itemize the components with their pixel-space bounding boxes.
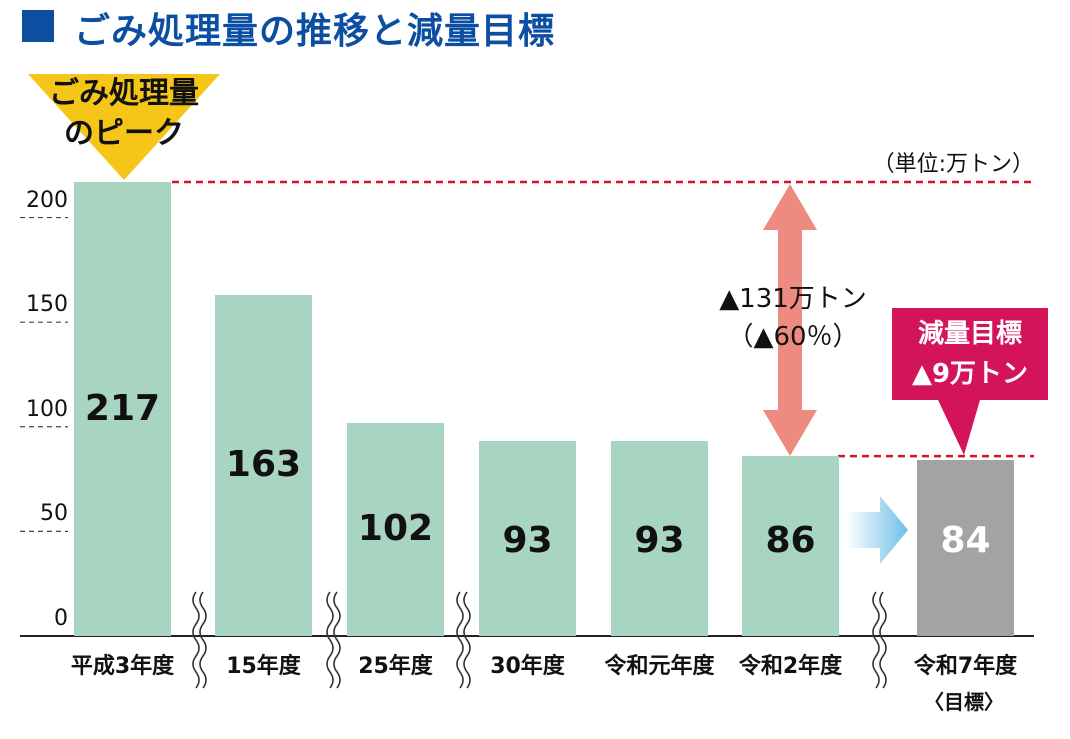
x-tick-label: 25年度 bbox=[358, 654, 433, 679]
axis-break-mark bbox=[872, 591, 880, 689]
data-bar: 102 bbox=[347, 422, 444, 636]
axis-break-mark bbox=[456, 591, 464, 689]
peak-label-line2: のピーク bbox=[64, 116, 184, 151]
y-tick-label: 150 bbox=[26, 292, 68, 318]
peak-marker-icon bbox=[28, 74, 220, 180]
x-tick-label: 平成3年度 bbox=[70, 654, 175, 679]
x-tick-label: 令和7年度 bbox=[913, 654, 1018, 679]
target-bar: 84 bbox=[917, 460, 1014, 636]
chart-title: ごみ処理量の推移と減量目標 bbox=[74, 11, 556, 52]
x-tick-label: 30年度 bbox=[490, 654, 565, 679]
data-bar: 93 bbox=[479, 441, 576, 636]
difference-label: ▲131万トン （▲60％） bbox=[700, 280, 886, 356]
y-tick-label: 50 bbox=[40, 501, 68, 527]
axis-break-mark bbox=[879, 591, 887, 689]
bar-value-label: 163 bbox=[225, 443, 302, 485]
bar-value-label: 93 bbox=[502, 519, 553, 561]
peak-label-line1: ごみ処理量 bbox=[49, 76, 199, 111]
peak-label: ごみ処理量 のピーク bbox=[28, 74, 220, 154]
x-tick-label: 15年度 bbox=[226, 654, 301, 679]
target-sub-label: 〈目標〉 bbox=[924, 690, 1004, 714]
axis-break-mark bbox=[333, 591, 341, 689]
axis-break-mark bbox=[463, 591, 471, 689]
bar-value-label: 86 bbox=[765, 519, 816, 561]
data-bar: 86 bbox=[742, 456, 839, 636]
bar-value-label: 84 bbox=[940, 519, 991, 561]
trend-arrow-icon bbox=[846, 496, 908, 564]
y-tick-label: 200 bbox=[26, 187, 68, 213]
y-tick-label: 100 bbox=[26, 396, 68, 422]
difference-percent: （▲60％） bbox=[727, 322, 859, 352]
target-box-amount: ▲9万トン bbox=[911, 359, 1029, 389]
bar-value-label: 93 bbox=[634, 519, 685, 561]
x-tick-label: 令和元年度 bbox=[604, 654, 715, 679]
y-tick-label: 0 bbox=[54, 606, 68, 631]
difference-amount: ▲131万トン bbox=[719, 284, 867, 314]
x-tick-label: 令和2年度 bbox=[738, 654, 843, 679]
data-bar: 217 bbox=[74, 182, 171, 636]
axis-break-mark bbox=[326, 591, 334, 689]
axis-break-mark bbox=[199, 591, 207, 689]
target-callout-pointer bbox=[938, 400, 980, 455]
title-square-icon bbox=[22, 10, 54, 42]
difference-arrow-icon bbox=[763, 184, 817, 456]
reduction-target-box: 減量目標 ▲9万トン bbox=[892, 308, 1048, 400]
data-bar: 93 bbox=[611, 441, 708, 636]
bar-value-label: 217 bbox=[84, 388, 161, 429]
data-bar: 163 bbox=[215, 294, 312, 636]
bar-value-label: 102 bbox=[357, 507, 434, 549]
unit-label: （単位:万トン） bbox=[872, 152, 1034, 177]
axis-break-mark bbox=[192, 591, 200, 689]
target-box-title: 減量目標 bbox=[917, 319, 1022, 349]
